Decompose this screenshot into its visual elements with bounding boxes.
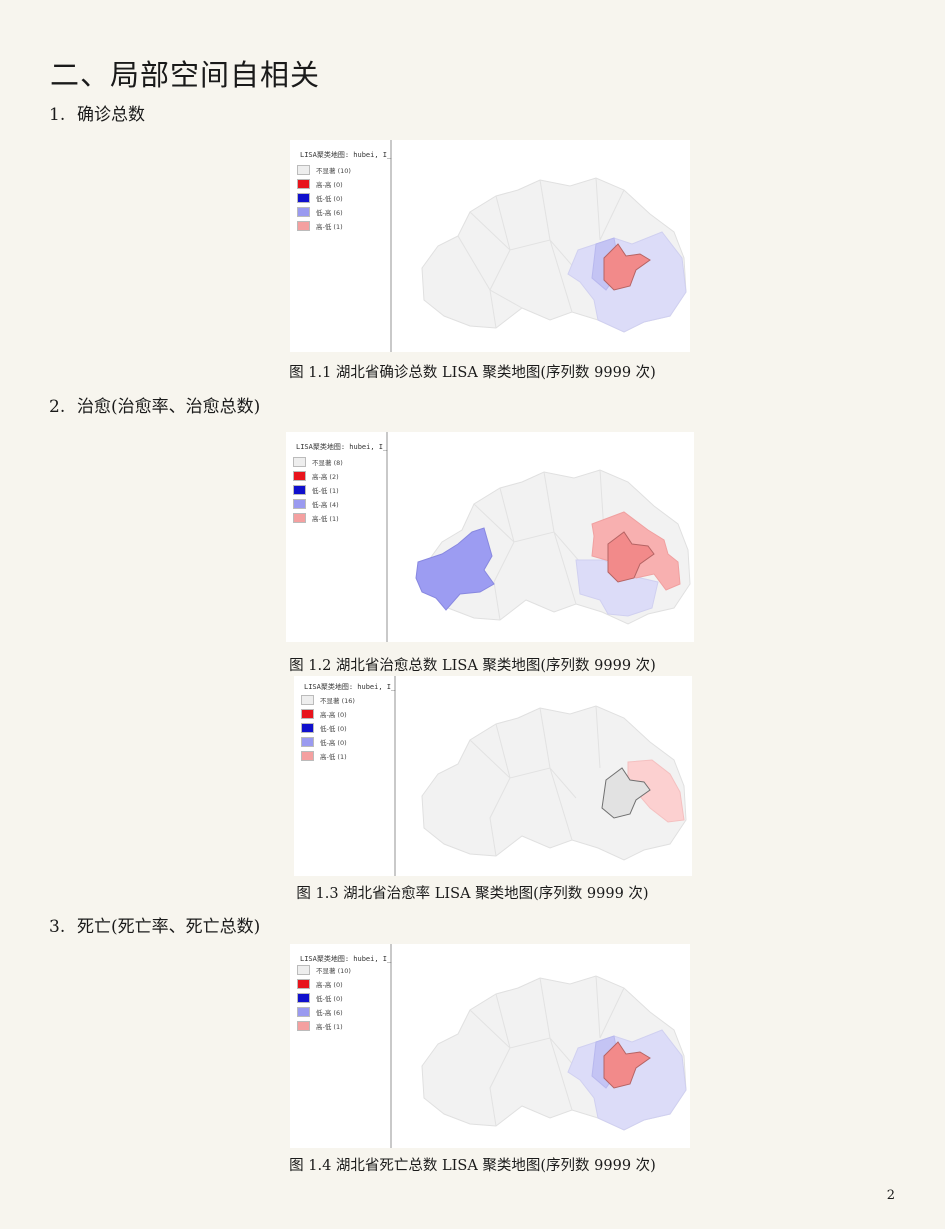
subsection-number: 1. bbox=[49, 105, 66, 125]
legend-item-low-low: 低-低 (1) bbox=[293, 484, 339, 495]
map-region-low-high-west bbox=[415, 527, 495, 611]
legend-item-high-high: 高-高 (0) bbox=[297, 178, 343, 189]
legend-panel: LISA聚类地图: hubei, I_ 不显著 (8) 高-高 (2) 低-低 … bbox=[286, 432, 388, 642]
legend-swatch bbox=[293, 484, 306, 495]
legend-swatch bbox=[297, 992, 310, 1003]
legend-label: 不显著 (16) bbox=[320, 696, 355, 705]
legend-label: 高-低 (1) bbox=[316, 1022, 343, 1031]
subsection-label: 死亡(死亡率、死亡总数) bbox=[77, 917, 261, 937]
legend-label: 高-高 (0) bbox=[320, 710, 347, 719]
lisa-figure-3: LISA聚类地图: hubei, I_ 不显著 (16) 高-高 (0) 低-低… bbox=[294, 676, 692, 876]
legend-item-low-low: 低-低 (0) bbox=[301, 722, 347, 733]
legend-item-low-high: 低-高 (0) bbox=[301, 736, 347, 747]
subsection-3: 3. 死亡(死亡率、死亡总数) bbox=[49, 912, 260, 937]
legend-item-low-low: 低-低 (0) bbox=[297, 992, 343, 1003]
legend-item-high-low: 高-低 (1) bbox=[297, 220, 343, 231]
legend-swatch bbox=[301, 722, 314, 733]
legend-swatch bbox=[293, 470, 306, 481]
legend-item-high-low: 高-低 (1) bbox=[297, 1020, 343, 1031]
legend-label: 不显著 (10) bbox=[316, 166, 351, 175]
legend-item-low-high: 低-高 (4) bbox=[293, 498, 339, 509]
legend-panel: LISA聚类地图: hubei, I_ 不显著 (10) 高-高 (0) 低-低… bbox=[290, 944, 392, 1148]
legend-label: 不显著 (10) bbox=[316, 966, 351, 975]
legend-item-low-high: 低-高 (6) bbox=[297, 1006, 343, 1017]
legend-label: 低-低 (0) bbox=[316, 194, 343, 203]
legend-item-not-significant: 不显著 (10) bbox=[297, 164, 351, 175]
map-region-base bbox=[421, 705, 687, 861]
legend-item-high-high: 高-高 (0) bbox=[301, 708, 347, 719]
legend-item-not-significant: 不显著 (16) bbox=[301, 694, 355, 705]
legend-panel: LISA聚类地图: hubei, I_ 不显著 (10) 高-高 (0) 低-低… bbox=[290, 140, 392, 352]
hubei-map bbox=[421, 975, 687, 1131]
figure-caption-2: 图 1.2 湖北省治愈总数 LISA 聚类地图(序列数 9999 次) bbox=[289, 658, 656, 674]
legend-label: 高-高 (2) bbox=[312, 472, 339, 481]
figure-caption-3: 图 1.3 湖北省治愈率 LISA 聚类地图(序列数 9999 次) bbox=[296, 886, 649, 902]
lisa-figure-1: LISA聚类地图: hubei, I_ 不显著 (10) 高-高 (0) 低-低… bbox=[290, 140, 690, 352]
legend-swatch bbox=[301, 736, 314, 747]
hubei-map bbox=[421, 177, 687, 333]
legend-label: 高-低 (1) bbox=[312, 514, 339, 523]
legend-label: 高-低 (1) bbox=[316, 222, 343, 231]
legend-swatch bbox=[297, 1006, 310, 1017]
legend-item-high-high: 高-高 (0) bbox=[297, 978, 343, 989]
legend-swatch bbox=[293, 512, 306, 523]
legend-item-high-low: 高-低 (1) bbox=[293, 512, 339, 523]
legend-item-high-low: 高-低 (1) bbox=[301, 750, 347, 761]
legend-swatch bbox=[297, 192, 310, 203]
legend-swatch bbox=[297, 964, 310, 975]
legend-swatch bbox=[297, 1020, 310, 1031]
legend-label: 低-低 (1) bbox=[312, 486, 339, 495]
lisa-figure-4: LISA聚类地图: hubei, I_ 不显著 (10) 高-高 (0) 低-低… bbox=[290, 944, 690, 1148]
legend-label: 高-高 (0) bbox=[316, 180, 343, 189]
legend-label: 高-低 (1) bbox=[320, 752, 347, 761]
subsection-2: 2. 治愈(治愈率、治愈总数) bbox=[49, 392, 260, 417]
legend-swatch bbox=[297, 206, 310, 217]
legend-label: 低-高 (0) bbox=[320, 738, 347, 747]
legend-swatch bbox=[301, 750, 314, 761]
legend-label: 低-高 (4) bbox=[312, 500, 339, 509]
legend-label: 不显著 (8) bbox=[312, 458, 343, 467]
subsection-label: 治愈(治愈率、治愈总数) bbox=[77, 397, 261, 417]
legend-title: LISA聚类地图: hubei, I_ bbox=[304, 683, 396, 691]
legend-label: 低-低 (0) bbox=[316, 994, 343, 1003]
lisa-figure-2: LISA聚类地图: hubei, I_ 不显著 (8) 高-高 (2) 低-低 … bbox=[286, 432, 694, 642]
legend-item-low-low: 低-低 (0) bbox=[297, 192, 343, 203]
legend-swatch bbox=[297, 220, 310, 231]
figure-caption-4: 图 1.4 湖北省死亡总数 LISA 聚类地图(序列数 9999 次) bbox=[289, 1158, 656, 1174]
subsection-number: 3. bbox=[49, 917, 66, 937]
legend-swatch bbox=[297, 178, 310, 189]
legend-item-not-significant: 不显著 (8) bbox=[293, 456, 343, 467]
legend-label: 高-高 (0) bbox=[316, 980, 343, 989]
section-heading: 二、局部空间自相关 bbox=[50, 58, 321, 92]
legend-title: LISA聚类地图: hubei, I_ bbox=[300, 151, 392, 159]
hubei-map bbox=[421, 705, 687, 861]
legend-swatch bbox=[301, 708, 314, 719]
hubei-map bbox=[415, 469, 691, 625]
page-number: 2 bbox=[886, 1188, 895, 1203]
legend-swatch bbox=[301, 694, 314, 705]
map-region-high-high bbox=[607, 531, 655, 583]
legend-label: 低-高 (6) bbox=[316, 1008, 343, 1017]
map-region-high-low bbox=[603, 1041, 651, 1089]
legend-label: 低-低 (0) bbox=[320, 724, 347, 733]
legend-label: 低-高 (6) bbox=[316, 208, 343, 217]
legend-panel: LISA聚类地图: hubei, I_ 不显著 (16) 高-高 (0) 低-低… bbox=[294, 676, 396, 876]
map-region-highlight bbox=[601, 767, 651, 819]
legend-item-not-significant: 不显著 (10) bbox=[297, 964, 351, 975]
map-region-high-low bbox=[603, 243, 651, 291]
subsection-1: 1. 确诊总数 bbox=[49, 100, 145, 125]
legend-item-high-high: 高-高 (2) bbox=[293, 470, 339, 481]
legend-item-low-high: 低-高 (6) bbox=[297, 206, 343, 217]
legend-swatch bbox=[293, 498, 306, 509]
legend-swatch bbox=[297, 164, 310, 175]
legend-title: LISA聚类地图: hubei, I_ bbox=[296, 443, 388, 451]
subsection-label: 确诊总数 bbox=[77, 105, 145, 125]
figure-caption-1: 图 1.1 湖北省确诊总数 LISA 聚类地图(序列数 9999 次) bbox=[289, 365, 656, 381]
legend-swatch bbox=[293, 456, 306, 467]
subsection-number: 2. bbox=[49, 397, 66, 417]
legend-title: LISA聚类地图: hubei, I_ bbox=[300, 955, 392, 963]
legend-swatch bbox=[297, 978, 310, 989]
